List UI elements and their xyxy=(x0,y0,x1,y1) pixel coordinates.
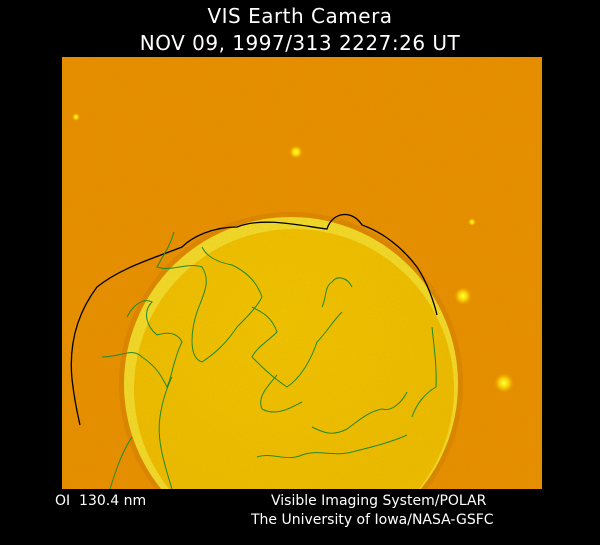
credit-institution: The University of Iowa/NASA-GSFC xyxy=(251,512,494,528)
wavelength-label: OI 130.4 nm xyxy=(55,493,147,509)
coastlines xyxy=(101,231,437,489)
stars xyxy=(72,113,514,393)
credit-instrument: Visible Imaging System/POLAR xyxy=(271,493,487,509)
earth-camera-image xyxy=(62,57,542,489)
image-title: VIS Earth Camera xyxy=(207,4,393,28)
image-timestamp: NOV 09, 1997/313 2227:26 UT xyxy=(139,31,461,55)
terminator-outline xyxy=(70,213,438,426)
